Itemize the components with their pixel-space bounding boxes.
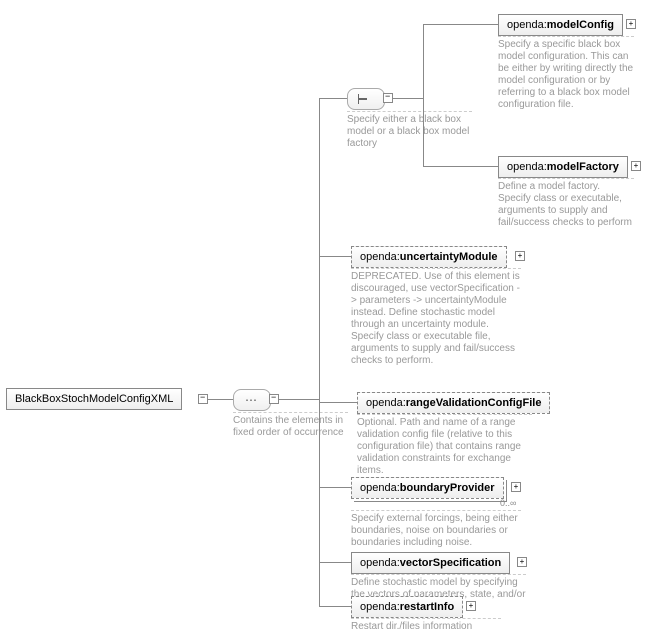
element-rangeValidationConfigFile: openda:rangeValidationConfigFile bbox=[357, 392, 550, 414]
expand-icon[interactable]: + bbox=[511, 482, 521, 492]
element-boundaryProvider: openda:boundaryProvider bbox=[351, 477, 504, 499]
elem-name: modelConfig bbox=[547, 19, 614, 31]
root-element: BlackBoxStochModelConfigXML bbox=[6, 388, 182, 410]
root-label: BlackBoxStochModelConfigXML bbox=[15, 393, 173, 405]
minus-expand-root[interactable] bbox=[198, 394, 208, 404]
element-uncertaintyModule: openda:uncertaintyModule bbox=[351, 246, 507, 268]
sequence-desc: Contains the elements in fixed order of … bbox=[233, 412, 348, 439]
prefix: openda: bbox=[360, 251, 400, 263]
connector bbox=[319, 98, 320, 606]
connector bbox=[319, 402, 357, 403]
desc-modelConfig: Specify a specific black box model confi… bbox=[498, 36, 634, 111]
prefix: openda: bbox=[360, 557, 400, 569]
desc-uncertaintyModule: DEPRECATED. Use of this element is disco… bbox=[351, 268, 521, 367]
expand-icon[interactable]: + bbox=[466, 601, 476, 611]
expand-icon[interactable]: + bbox=[631, 161, 641, 171]
sequence-compositor bbox=[233, 389, 271, 411]
connector bbox=[423, 24, 424, 166]
connector bbox=[319, 98, 347, 99]
connector bbox=[423, 24, 498, 25]
prefix: openda: bbox=[360, 482, 400, 494]
cardinality: 0..∞ bbox=[500, 498, 516, 508]
minus-expand-choice[interactable] bbox=[383, 93, 393, 103]
desc-restartInfo: Restart dir./files information bbox=[351, 618, 501, 633]
connector bbox=[319, 606, 351, 607]
choice-compositor bbox=[347, 88, 385, 110]
elem-name: rangeValidationConfigFile bbox=[406, 397, 542, 409]
desc-modelFactory: Define a model factory. Specify class or… bbox=[498, 178, 634, 229]
expand-icon[interactable]: + bbox=[626, 19, 636, 29]
desc-boundaryProvider: Specify external forcings, being either … bbox=[351, 510, 521, 549]
choice-desc: Specify either a black box model or a bl… bbox=[347, 111, 472, 150]
connector bbox=[319, 562, 351, 563]
elem-name: uncertaintyModule bbox=[400, 251, 498, 263]
connector bbox=[423, 166, 498, 167]
elem-name: modelFactory bbox=[547, 161, 619, 173]
expand-icon[interactable]: + bbox=[515, 251, 525, 261]
minus-expand-seq[interactable] bbox=[269, 394, 279, 404]
connector bbox=[208, 399, 233, 400]
element-modelConfig: openda:modelConfig bbox=[498, 14, 623, 36]
prefix: openda: bbox=[507, 19, 547, 31]
element-modelFactory: openda:modelFactory bbox=[498, 156, 628, 178]
prefix: openda: bbox=[360, 601, 400, 613]
element-vectorSpecification: openda:vectorSpecification bbox=[351, 552, 510, 574]
prefix: openda: bbox=[366, 397, 406, 409]
elem-name: vectorSpecification bbox=[400, 557, 501, 569]
connector bbox=[319, 487, 351, 488]
elem-name: restartInfo bbox=[400, 601, 454, 613]
elem-name: boundaryProvider bbox=[400, 482, 495, 494]
desc-rangeValidationConfigFile: Optional. Path and name of a range valid… bbox=[357, 414, 532, 477]
expand-icon[interactable]: + bbox=[517, 557, 527, 567]
connector bbox=[319, 256, 351, 257]
prefix: openda: bbox=[507, 161, 547, 173]
connector bbox=[279, 399, 319, 400]
connector bbox=[393, 98, 423, 99]
element-restartInfo: openda:restartInfo bbox=[351, 596, 463, 618]
